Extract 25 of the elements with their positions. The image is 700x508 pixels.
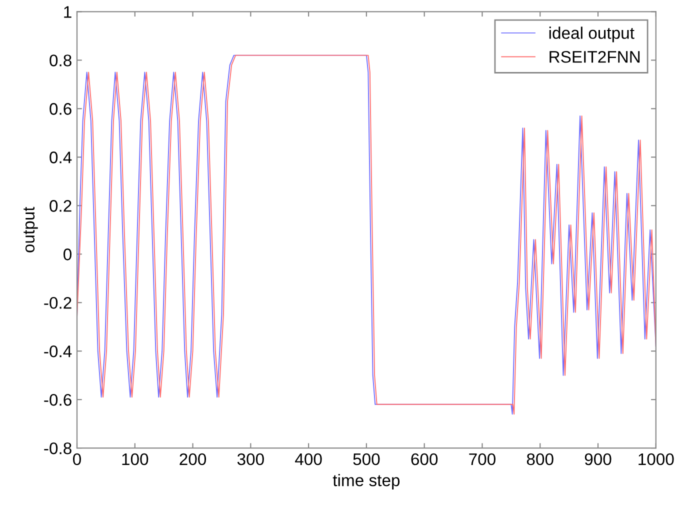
x-tick-label: 100 — [122, 453, 148, 466]
x-tick-label: 300 — [237, 453, 264, 466]
x-tick-label: 800 — [526, 453, 554, 466]
y-tick-label: 0.4 — [50, 152, 72, 164]
y-tick-label: 0.2 — [50, 200, 72, 212]
legend-label: RSEIT2FNN — [550, 50, 640, 63]
y-tick-label: -0.8 — [44, 442, 72, 454]
x-tick-label: 200 — [180, 453, 206, 466]
x-tick-label: 400 — [295, 453, 322, 466]
y-tick-label: 1 — [64, 6, 72, 18]
y-tick-label: 0 — [64, 248, 72, 260]
x-tick-label: 1000 — [638, 453, 674, 466]
y-axis-title: output — [24, 206, 38, 252]
y-tick-label: -0.6 — [44, 394, 72, 406]
x-tick-label: 0 — [73, 453, 81, 466]
y-tick-label: -0.4 — [44, 345, 72, 358]
x-tick-label: 700 — [469, 453, 496, 466]
x-axis-title: time step — [332, 474, 400, 490]
legend-label: ideal output — [549, 26, 634, 42]
x-tick-label: 600 — [411, 453, 438, 466]
y-tick-label: -0.2 — [44, 297, 72, 309]
x-tick-label: 900 — [584, 453, 612, 466]
x-tick-label: 500 — [353, 453, 380, 466]
y-tick-label: 0.8 — [50, 54, 72, 66]
y-tick-label: 0.6 — [50, 103, 72, 115]
